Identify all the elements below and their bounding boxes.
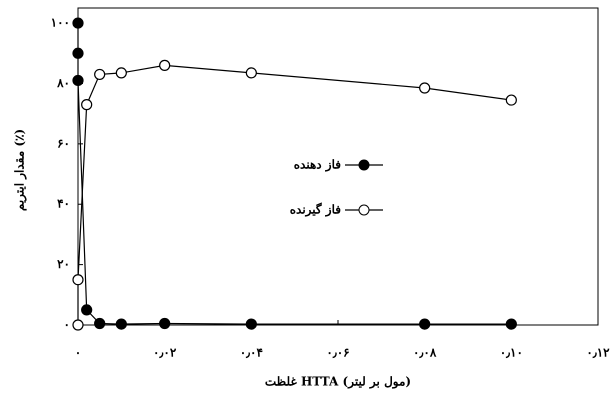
data-point xyxy=(81,304,93,316)
x-tick-label: ۰٫۰۸ xyxy=(413,346,437,360)
legend-marker xyxy=(358,204,370,216)
data-point xyxy=(72,274,84,286)
x-tick-label: ۰٫۰۲ xyxy=(153,346,177,360)
data-point xyxy=(72,17,84,29)
series-line xyxy=(77,64,512,325)
data-point xyxy=(159,59,171,71)
y-tick-label: ۲۰ xyxy=(57,257,70,271)
series-line xyxy=(77,23,512,325)
data-point xyxy=(505,318,517,330)
data-point xyxy=(81,99,93,111)
legend-marker xyxy=(358,159,370,171)
y-tick-label: ۶۰ xyxy=(57,136,70,150)
legend-label: فاز گیرنده xyxy=(290,202,342,218)
data-point xyxy=(245,318,257,330)
data-point xyxy=(115,318,127,330)
data-point xyxy=(245,67,257,79)
y-tick-label: ۰ xyxy=(64,318,70,332)
legend-label: فاز دهنده xyxy=(294,158,342,173)
data-point xyxy=(505,94,517,106)
data-point xyxy=(115,67,127,79)
y-tick-label: ۴۰ xyxy=(57,197,70,211)
x-tick-label: ۰٫۱۲ xyxy=(586,346,610,360)
x-tick-label: ۰٫۰۴ xyxy=(240,346,263,360)
x-tick-label: ۰٫۱۰ xyxy=(500,346,523,360)
data-point xyxy=(94,317,106,330)
y-axis-label: مقدار ایتریم (٪) xyxy=(13,129,28,211)
data-point xyxy=(72,47,84,59)
data-point xyxy=(419,82,431,94)
data-point xyxy=(159,317,171,330)
data-point xyxy=(72,319,84,331)
x-axis-label: غلظت HTTA (مول بر لیتر) xyxy=(265,375,411,390)
y-tick-label: ۸۰ xyxy=(56,76,70,90)
data-point xyxy=(72,74,84,87)
y-tick-label: ۱۰۰ xyxy=(51,16,70,30)
x-tick-label: ۰ xyxy=(75,346,81,360)
x-tick-label: ۰٫۰۶ xyxy=(326,346,349,360)
data-point xyxy=(419,318,431,330)
data-point xyxy=(94,68,106,81)
